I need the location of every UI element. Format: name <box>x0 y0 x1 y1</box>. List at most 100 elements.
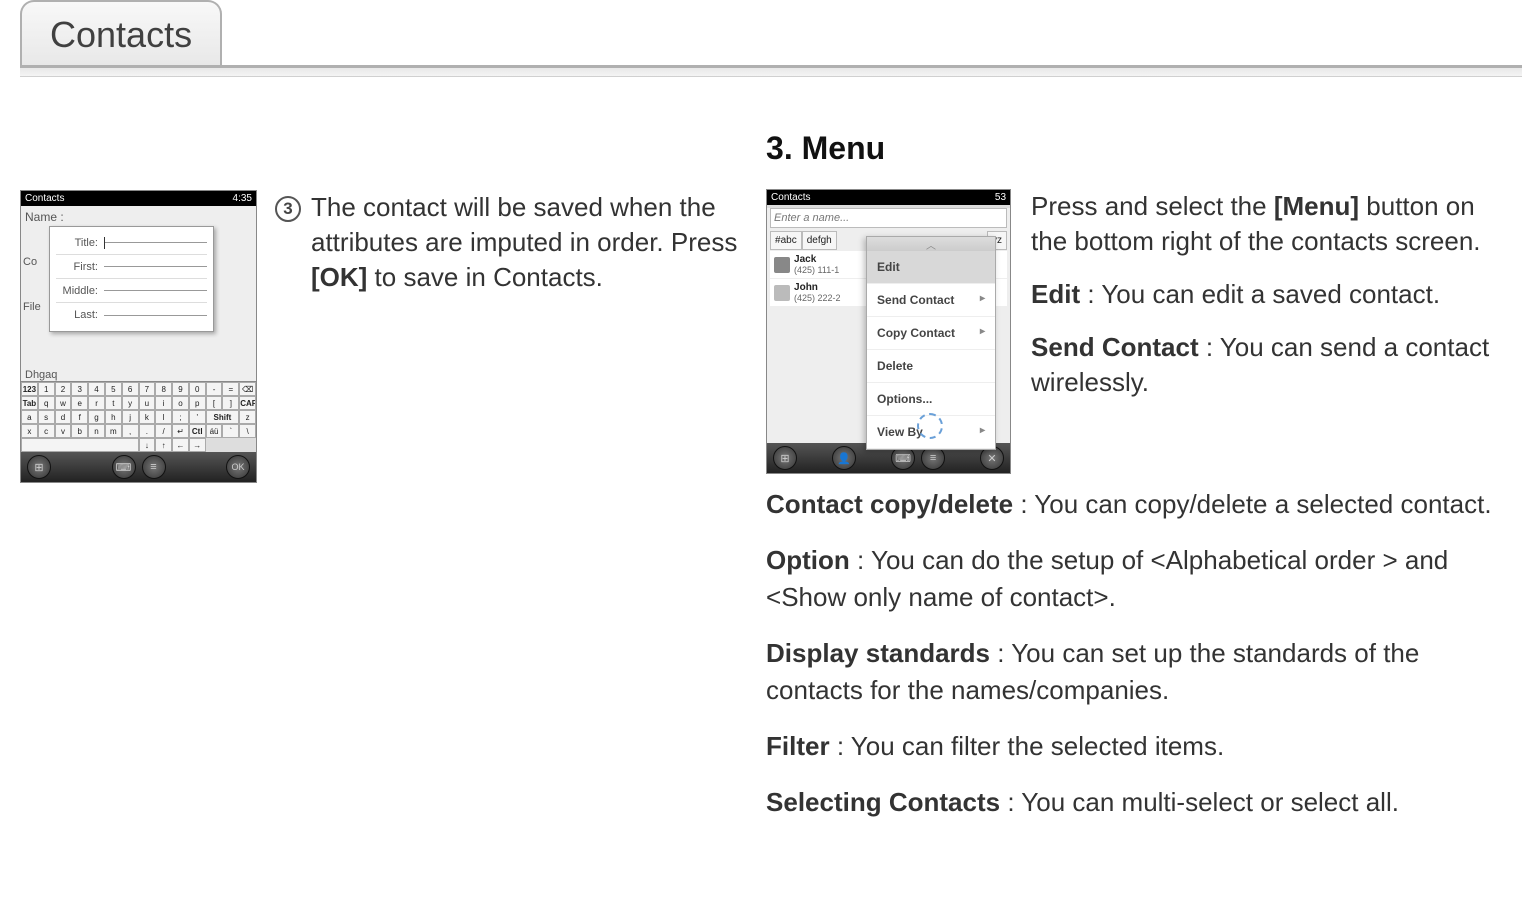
key: 3 <box>71 382 88 396</box>
key: q <box>38 396 55 410</box>
key: e <box>71 396 88 410</box>
key: - <box>206 382 223 396</box>
key: 123 <box>21 382 38 396</box>
key: [ <box>206 396 223 410</box>
key: z <box>239 410 256 424</box>
key: / <box>155 424 172 438</box>
content-columns: Contacts 4:35 Name : Co File Title: Firs… <box>20 130 1502 841</box>
key: CAP <box>239 396 256 410</box>
step-text: The contact will be saved when the attri… <box>311 190 746 295</box>
popup-row-last: Last: <box>56 303 207 327</box>
popup-row-title: Title: <box>56 231 207 255</box>
key: x <box>21 424 38 438</box>
key: ↓ <box>139 438 156 452</box>
screenshot-clock: 4:35 <box>233 193 252 204</box>
screenshot-title-text: Contacts <box>25 193 64 204</box>
menu-item: Edit <box>867 251 995 284</box>
key: 8 <box>155 382 172 396</box>
key: . <box>139 424 156 438</box>
key: = <box>222 382 239 396</box>
key: ` <box>222 424 239 438</box>
key: 5 <box>105 382 122 396</box>
key: Shift <box>206 410 240 424</box>
left-column: Contacts 4:35 Name : Co File Title: Firs… <box>20 130 746 841</box>
name-label: Name : <box>21 206 256 228</box>
screenshot-new-contact: Contacts 4:35 Name : Co File Title: Firs… <box>20 190 257 483</box>
key: d <box>55 410 72 424</box>
menu-popup-handle: ︿ <box>867 237 995 251</box>
menu-icon: ≡ <box>142 455 166 479</box>
key: s <box>38 410 55 424</box>
screenshot2-titlebar: Contacts 53 <box>767 190 1010 205</box>
key: f <box>71 410 88 424</box>
key: 0 <box>189 382 206 396</box>
screenshot-menu: Contacts 53 Enter a name... #abc defgh y… <box>766 189 1011 474</box>
key: 2 <box>55 382 72 396</box>
key: ⌫ <box>239 382 256 396</box>
side-label-co: Co <box>23 256 37 268</box>
key: , <box>122 424 139 438</box>
side-label-file: File <box>23 301 41 313</box>
onscreen-keyboard: 1231234567890-=⌫Tabqwertyuiop[]CAPasdfgh… <box>21 381 256 452</box>
key: o <box>172 396 189 410</box>
key: i <box>155 396 172 410</box>
screenshot-titlebar: Contacts 4:35 <box>21 191 256 206</box>
key <box>21 438 139 452</box>
key: 4 <box>88 382 105 396</box>
key: n <box>88 424 105 438</box>
key: y <box>122 396 139 410</box>
key: k <box>139 410 156 424</box>
menu-item: Options... <box>867 383 995 416</box>
start-icon: ⊞ <box>773 446 797 470</box>
menu-item: Delete <box>867 350 995 383</box>
menu-item: Send Contact▸ <box>867 284 995 317</box>
right-top-row: Contacts 53 Enter a name... #abc defgh y… <box>766 189 1502 474</box>
contacts-icon: 👤 <box>832 446 856 470</box>
popup-row-first: First: <box>56 255 207 279</box>
menu-item: Copy Contact▸ <box>867 317 995 350</box>
bottom-bar: ⊞ ⌨ ≡ OK <box>21 452 256 482</box>
key: ↑ <box>155 438 172 452</box>
key: \ <box>239 424 256 438</box>
key: ; <box>172 410 189 424</box>
key: áü <box>206 424 223 438</box>
key: Tab <box>21 396 38 410</box>
screenshot-body: Name : Co File Title: First: Middle: Las… <box>21 206 256 381</box>
key: 7 <box>139 382 156 396</box>
key: c <box>38 424 55 438</box>
key: g <box>88 410 105 424</box>
menu-heading: 3. Menu <box>766 130 1502 167</box>
screenshot2-body: Enter a name... #abc defgh yz Jack(425) … <box>767 208 1010 443</box>
key: u <box>139 396 156 410</box>
key: p <box>189 396 206 410</box>
right-below-text: Contact copy/delete : You can copy/delet… <box>766 486 1502 821</box>
key: a <box>21 410 38 424</box>
contact-avatar-icon <box>774 257 790 273</box>
key: → <box>189 438 206 452</box>
screenshot2-clock: 53 <box>995 192 1006 203</box>
key: ← <box>172 438 189 452</box>
right-intro-text: Press and select the [Menu] button on th… <box>1031 189 1502 418</box>
key: ' <box>189 410 206 424</box>
screenshot2-title: Contacts <box>771 192 810 203</box>
step-block: 3 The contact will be saved when the att… <box>275 190 746 295</box>
key: r <box>88 396 105 410</box>
highlight-circle <box>917 413 943 439</box>
key: 6 <box>122 382 139 396</box>
key: v <box>55 424 72 438</box>
key: 9 <box>172 382 189 396</box>
key: w <box>55 396 72 410</box>
dhgaq-label: Dhgaq <box>25 369 57 381</box>
key: ] <box>222 396 239 410</box>
step-number: 3 <box>275 196 301 222</box>
header-rule <box>20 65 1522 77</box>
contact-avatar-icon <box>774 285 790 301</box>
key: l <box>155 410 172 424</box>
key: 1 <box>38 382 55 396</box>
ok-button-icon: OK <box>226 455 250 479</box>
key: ↵ <box>172 424 189 438</box>
keyboard-icon: ⌨ <box>112 455 136 479</box>
name-popup: Title: First: Middle: Last: <box>49 226 214 332</box>
key: m <box>105 424 122 438</box>
section-tab: Contacts <box>20 0 222 66</box>
